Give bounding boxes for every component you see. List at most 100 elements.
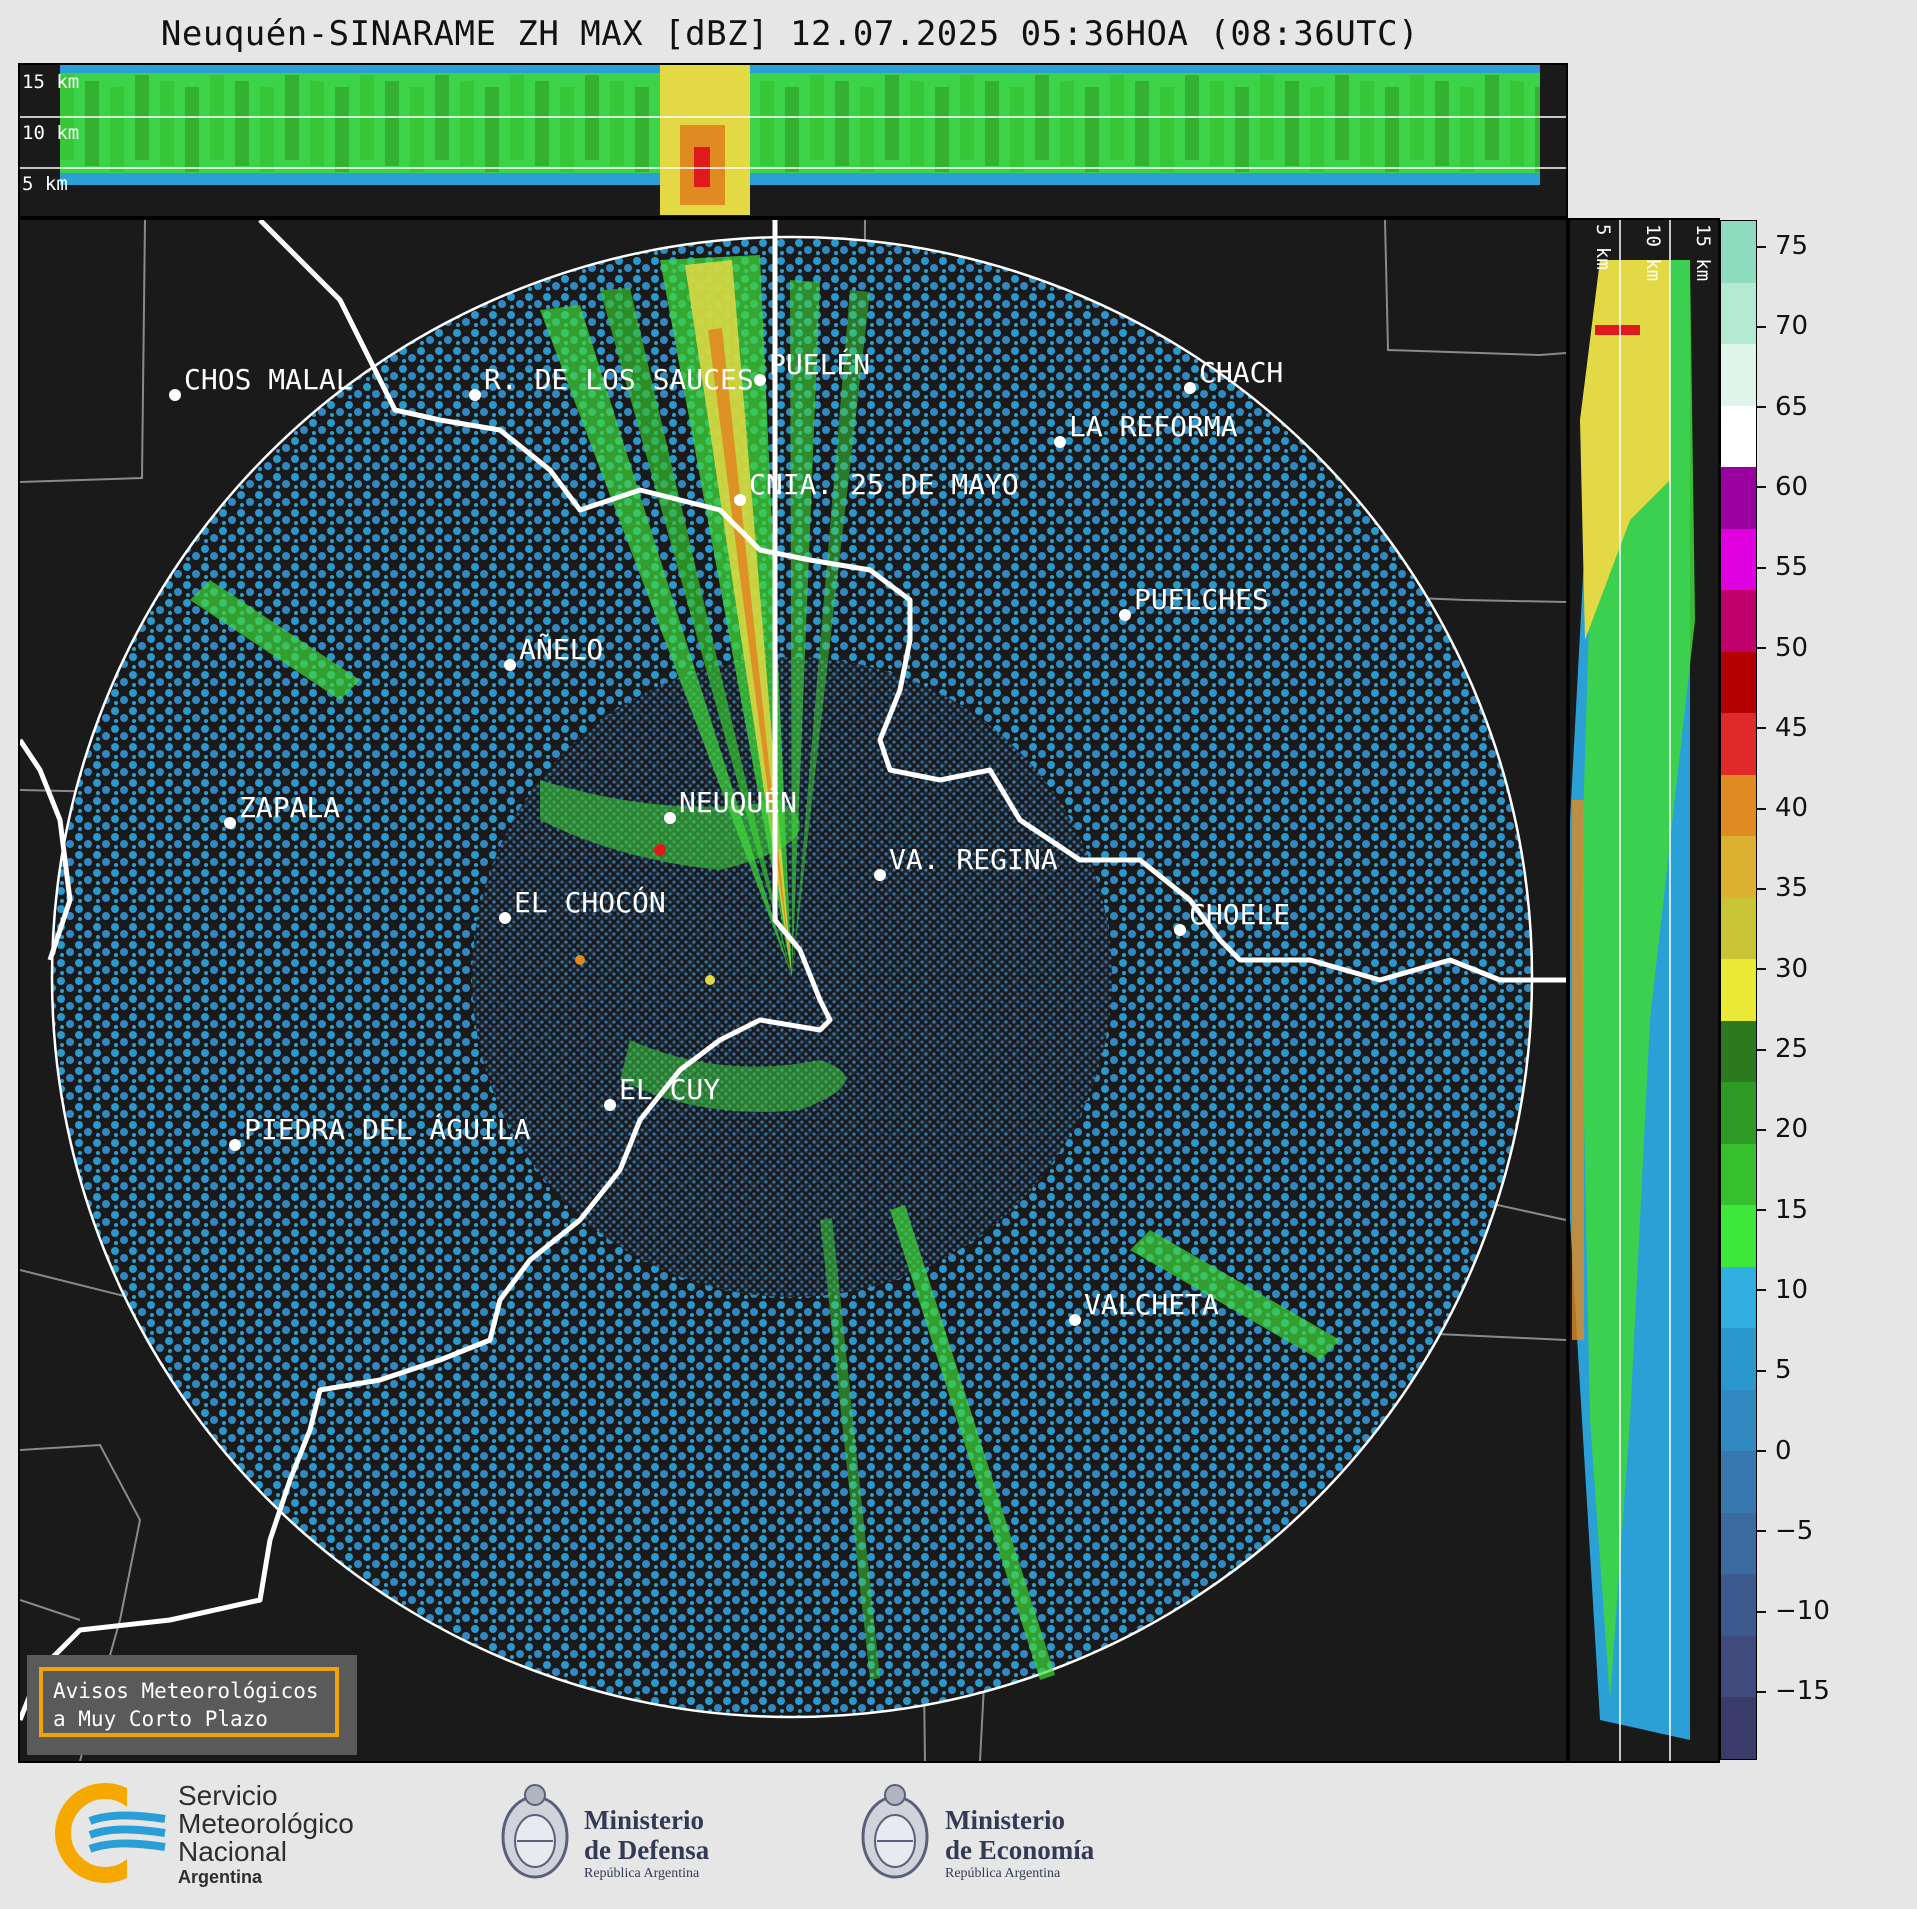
colorbar-tick-label: 60 [1757, 472, 1817, 502]
city-marker [469, 389, 481, 401]
city-marker [664, 812, 676, 824]
colorbar-segment [1721, 1266, 1756, 1329]
colorbar-tick-label: 65 [1757, 392, 1817, 422]
city-label: CHACH [1199, 356, 1283, 389]
colorbar-segment [1721, 467, 1756, 529]
river-boundaries [20, 220, 1566, 1721]
city-marker [1184, 382, 1196, 394]
colorbar-segment [1721, 1697, 1756, 1759]
city-label: NEUQUÉN [679, 785, 797, 819]
side-label-15km: 15 km [1692, 224, 1714, 281]
colorbar-segment [1721, 590, 1756, 652]
colorbar-tick-label: 5 [1757, 1355, 1817, 1385]
badge-line1: Avisos Meteorológicos [53, 1679, 319, 1703]
colorbar-tick-label: 75 [1757, 231, 1817, 261]
colorbar-tick-label: 40 [1757, 793, 1817, 823]
colorbar-tick-label: −15 [1757, 1676, 1830, 1706]
city-marker [734, 494, 746, 506]
city-marker [504, 659, 516, 671]
side-cross-section-svg: 5 km 10 km 15 km [1570, 220, 1718, 1761]
colorbar-segment [1721, 1512, 1756, 1575]
economia-seal-icon [861, 1784, 929, 1879]
radar-map-panel[interactable]: CHOS MALAL R. DE LOS SAUCES PUELÉN CHACH LA … [18, 218, 1568, 1763]
economia-line1: Ministerio [945, 1805, 1065, 1835]
city-label: PIEDRA DEL ÁGUILA [244, 1112, 531, 1146]
side-cross-section-panel: 5 km 10 km 15 km [1568, 218, 1720, 1763]
badge-line2: a Muy Corto Plazo [53, 1707, 268, 1731]
colorbar-tick-label: 35 [1757, 873, 1817, 903]
city-label: ZAPALA [239, 791, 340, 824]
city-marker [874, 869, 886, 881]
colorbar-tick-label: 55 [1757, 552, 1817, 582]
city-label: VA. REGINA [889, 843, 1058, 876]
colorbar-segment [1721, 1328, 1756, 1390]
colorbar-tick-label: 25 [1757, 1034, 1817, 1064]
smn-line2: Meteorológico [178, 1808, 354, 1839]
city-label: CHOELE [1189, 898, 1290, 931]
colorbar [1720, 220, 1757, 1760]
colorbar-segment [1721, 713, 1756, 775]
colorbar-segment [1721, 959, 1756, 1021]
smn-line3: Nacional [178, 1836, 287, 1867]
defensa-logo-text: Ministerio de Defensa República Argentin… [584, 1805, 709, 1883]
colorbar-tick-label: 45 [1757, 713, 1817, 743]
radar-map-svg[interactable]: CHOS MALAL R. DE LOS SAUCES PUELÉN CHACH LA … [20, 220, 1566, 1761]
city-marker [604, 1099, 616, 1111]
city-label: AÑELO [519, 632, 603, 666]
city-marker [169, 389, 181, 401]
city-layer: CHOS MALAL R. DE LOS SAUCES PUELÉN CHACH LA … [169, 347, 1290, 1326]
defensa-seal-icon [501, 1784, 569, 1879]
colorbar-segment [1721, 405, 1756, 468]
colorbar-segment [1721, 1451, 1756, 1513]
city-marker [1174, 924, 1186, 936]
city-marker [224, 817, 236, 829]
city-label: PUELCHES [1134, 583, 1269, 616]
city-label: LA REFORMA [1069, 410, 1238, 443]
colorbar-segment [1721, 1389, 1756, 1452]
alert-badge: Avisos Meteorológicos a Muy Corto Plazo [27, 1655, 357, 1755]
defensa-line3: República Argentina [584, 1866, 700, 1881]
city-label: R. DE LOS SAUCES [484, 363, 754, 396]
city-label: EL CHOCÓN [514, 885, 666, 919]
colorbar-segment [1721, 897, 1756, 960]
colorbar-segment [1721, 836, 1756, 898]
colorbar-tick-label: 15 [1757, 1195, 1817, 1225]
city-label: PUELÉN [769, 347, 870, 381]
economia-line3: República Argentina [945, 1866, 1061, 1881]
city-label: EL CUY [619, 1073, 720, 1106]
colorbar-segment [1721, 774, 1756, 837]
city-label: CNIA. 25 DE MAYO [749, 468, 1019, 501]
chart-title: Neuquén-SINARAME ZH MAX [dBZ] 12.07.2025… [160, 14, 1420, 54]
city-label: VALCHETA [1084, 1288, 1219, 1321]
economia-line2: de Economía [945, 1835, 1095, 1865]
colorbar-segment [1721, 1635, 1756, 1698]
colorbar-tick-label: 10 [1757, 1275, 1817, 1305]
top-label-15km: 15 km [22, 71, 79, 93]
city-marker [1119, 609, 1131, 621]
economia-logo-text: Ministerio de Economía República Argenti… [945, 1805, 1094, 1883]
city-marker [499, 912, 511, 924]
radar-echo-sectors [190, 255, 1340, 1680]
colorbar-segment [1721, 651, 1756, 714]
city-marker [1069, 1314, 1081, 1326]
smn-line1: Servicio [178, 1780, 278, 1811]
top-cross-section-svg: 15 km 10 km 5 km [20, 65, 1566, 216]
colorbar-segment [1721, 221, 1756, 283]
colorbar-segment [1721, 282, 1756, 345]
top-label-10km: 10 km [22, 122, 79, 144]
smn-line4: Argentina [178, 1867, 263, 1887]
top-cross-section-panel: 15 km 10 km 5 km [18, 63, 1568, 218]
colorbar-segment [1721, 1020, 1756, 1083]
colorbar-tick-label: 0 [1757, 1436, 1817, 1466]
colorbar-segment [1721, 1574, 1756, 1636]
defensa-line2: de Defensa [584, 1835, 710, 1865]
defensa-line1: Ministerio [584, 1805, 704, 1835]
smn-logo-icon [55, 1783, 167, 1883]
side-label-10km: 10 km [1642, 224, 1664, 281]
city-marker [754, 374, 766, 386]
colorbar-segment [1721, 528, 1756, 591]
colorbar-tick-label: 30 [1757, 954, 1817, 984]
colorbar-segment [1721, 344, 1756, 406]
colorbar-segment [1721, 1205, 1756, 1267]
top-label-5km: 5 km [22, 173, 68, 195]
